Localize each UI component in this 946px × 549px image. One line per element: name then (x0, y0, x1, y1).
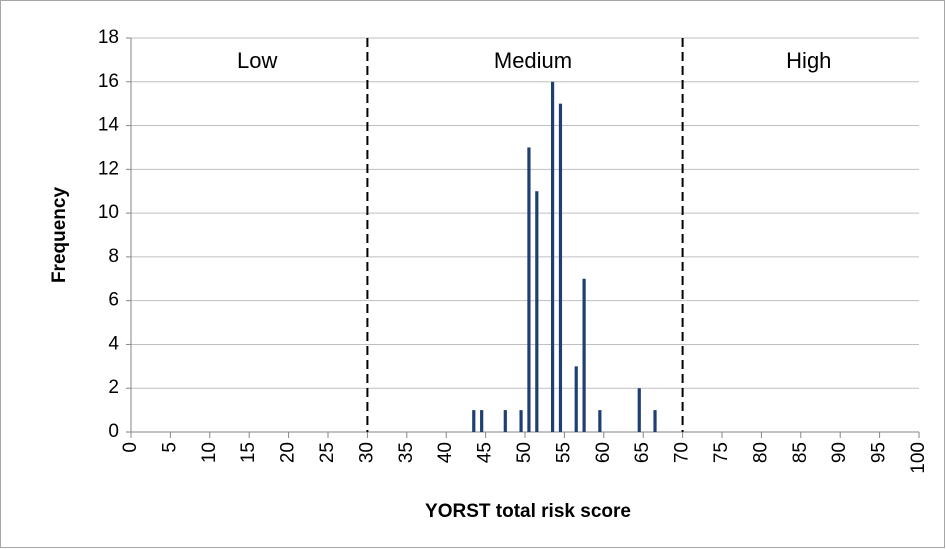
y-axis-label: Frequency (49, 187, 70, 284)
y-tick-label: 0 (108, 421, 119, 442)
x-tick-label: 85 (790, 442, 811, 463)
y-tick-label: 6 (108, 290, 119, 311)
x-tick-label: 20 (278, 442, 299, 463)
bar (574, 366, 578, 432)
bar (503, 410, 507, 432)
x-tick-label: 35 (396, 442, 417, 463)
bar (582, 278, 586, 432)
y-tick-label: 4 (108, 333, 119, 354)
x-tick-label: 15 (238, 442, 259, 463)
y-tick-label: 8 (108, 246, 119, 267)
region-label: Medium (494, 48, 572, 73)
x-tick-label: 65 (632, 442, 653, 463)
x-tick-label: 25 (317, 442, 338, 463)
bar (653, 410, 657, 432)
bar (598, 410, 602, 432)
bar (637, 388, 641, 432)
x-tick-label: 95 (869, 442, 890, 463)
x-tick-label: 40 (435, 442, 456, 463)
bar (519, 410, 523, 432)
bar (472, 410, 476, 432)
x-tick-label: 50 (514, 442, 535, 463)
bar (527, 147, 531, 432)
x-tick-label: 55 (553, 442, 574, 463)
x-tick-label: 70 (672, 442, 693, 463)
y-tick-label: 12 (98, 158, 119, 179)
y-tick-label: 14 (98, 115, 120, 136)
x-tick-label: 0 (120, 442, 141, 453)
x-tick-label: 60 (593, 442, 614, 463)
x-tick-label: 45 (475, 442, 496, 463)
x-tick-label: 80 (750, 442, 771, 463)
x-tick-label: 10 (199, 442, 220, 463)
x-tick-label: 30 (356, 442, 377, 463)
region-label: High (786, 48, 831, 73)
bar (558, 103, 563, 433)
x-tick-label: 5 (159, 442, 180, 453)
y-tick-label: 18 (98, 27, 119, 48)
region-label: Low (237, 48, 277, 73)
x-tick-label: 90 (829, 442, 850, 463)
y-tick-label: 10 (98, 202, 119, 223)
y-tick-label: 2 (108, 377, 119, 398)
x-axis-label: YORST total risk score (425, 501, 631, 522)
x-tick-label: 100 (908, 442, 929, 474)
y-tick-label: 16 (98, 71, 119, 92)
bar (550, 81, 555, 433)
bar (535, 191, 539, 432)
x-tick-label: 75 (711, 442, 732, 463)
bar (480, 410, 484, 432)
